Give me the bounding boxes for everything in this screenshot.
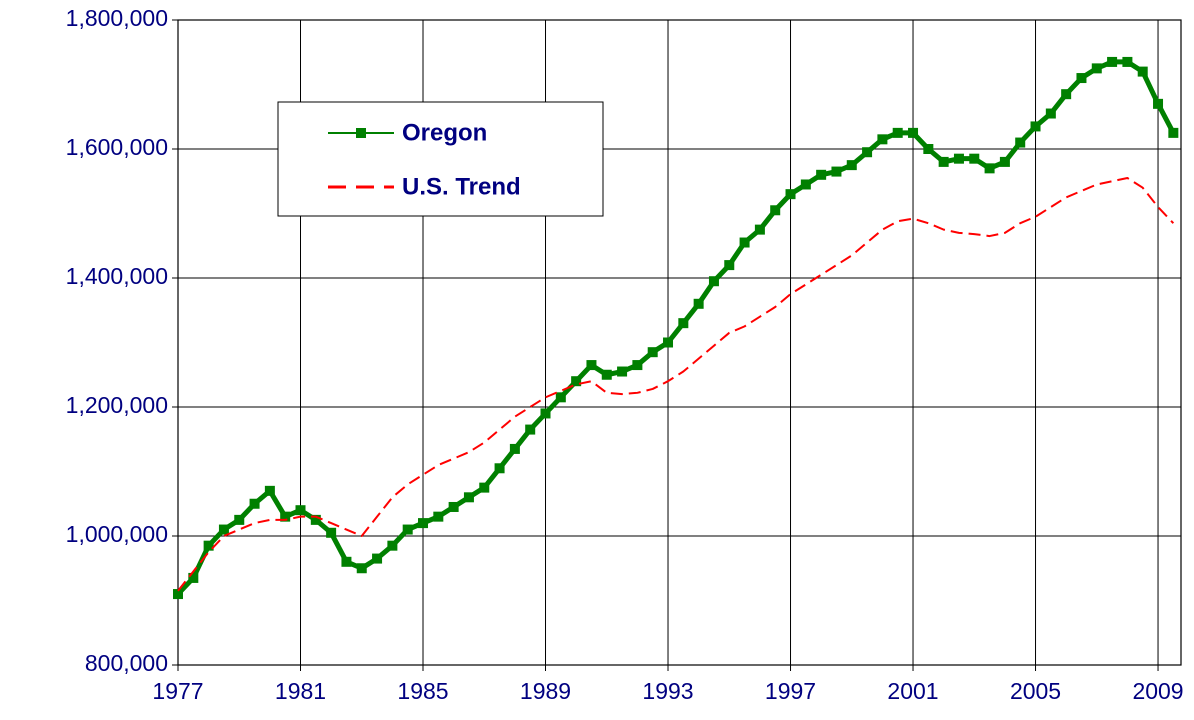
point-marker bbox=[326, 527, 337, 538]
point-marker bbox=[632, 360, 643, 371]
point-marker bbox=[739, 237, 750, 248]
y-tick-label: 1,000,000 bbox=[66, 521, 168, 547]
point-marker bbox=[218, 524, 229, 535]
point-marker bbox=[1122, 56, 1133, 67]
point-marker bbox=[1045, 108, 1056, 119]
y-tick-label: 1,200,000 bbox=[66, 392, 168, 418]
point-marker bbox=[923, 144, 934, 154]
legend-box bbox=[277, 101, 604, 217]
point-marker bbox=[341, 556, 352, 567]
point-marker bbox=[188, 572, 199, 583]
point-marker bbox=[203, 540, 214, 551]
y-tick-label: 1,800,000 bbox=[66, 5, 168, 31]
x-tick-label: 2009 bbox=[1132, 678, 1183, 704]
y-tick-label: 1,400,000 bbox=[66, 263, 168, 289]
point-marker bbox=[831, 166, 842, 177]
x-tick-label: 1981 bbox=[275, 678, 326, 704]
point-marker bbox=[1076, 73, 1087, 84]
point-marker bbox=[1107, 56, 1118, 67]
point-marker bbox=[877, 134, 888, 145]
point-marker bbox=[249, 498, 260, 509]
point-marker bbox=[969, 153, 980, 164]
point-marker bbox=[816, 169, 827, 180]
x-tick-label: 1993 bbox=[642, 678, 693, 704]
point-marker bbox=[295, 505, 306, 516]
point-marker bbox=[708, 276, 719, 287]
point-marker bbox=[1137, 66, 1148, 77]
point-marker bbox=[617, 366, 628, 377]
point-marker bbox=[999, 156, 1010, 167]
point-marker bbox=[586, 360, 597, 371]
series-line bbox=[177, 177, 1175, 592]
y-tick-label: 800,000 bbox=[85, 650, 168, 676]
point-marker bbox=[479, 482, 490, 493]
legend-marker bbox=[356, 128, 366, 138]
point-marker bbox=[540, 408, 551, 419]
point-marker bbox=[1153, 98, 1164, 109]
point-marker bbox=[1168, 127, 1179, 138]
point-marker bbox=[846, 160, 857, 171]
point-marker bbox=[418, 518, 429, 529]
x-tick-label: 1989 bbox=[520, 678, 571, 704]
y-tick-label: 1,600,000 bbox=[66, 134, 168, 160]
point-marker bbox=[402, 524, 413, 535]
point-marker bbox=[984, 163, 995, 174]
point-marker bbox=[1091, 63, 1102, 74]
point-marker bbox=[908, 127, 919, 138]
point-marker bbox=[463, 492, 474, 503]
point-marker bbox=[754, 224, 765, 235]
point-marker bbox=[433, 511, 444, 522]
point-marker bbox=[1015, 137, 1026, 148]
point-marker bbox=[555, 392, 566, 403]
point-marker bbox=[678, 318, 689, 329]
point-marker bbox=[785, 189, 796, 200]
point-marker bbox=[601, 369, 612, 380]
point-marker bbox=[264, 485, 275, 496]
point-marker bbox=[892, 127, 903, 138]
point-marker bbox=[571, 376, 582, 387]
legend-label: U.S. Trend bbox=[402, 173, 521, 200]
plot-border bbox=[177, 19, 1182, 666]
x-tick-label: 1985 bbox=[397, 678, 448, 704]
legend-label: Oregon bbox=[402, 119, 487, 146]
point-marker bbox=[525, 424, 536, 435]
point-marker bbox=[234, 514, 245, 525]
point-marker bbox=[953, 153, 964, 164]
point-marker bbox=[663, 337, 674, 348]
point-marker bbox=[310, 514, 321, 525]
point-marker bbox=[800, 179, 811, 190]
point-marker bbox=[647, 347, 658, 358]
point-marker bbox=[448, 501, 459, 512]
point-marker bbox=[1030, 121, 1041, 132]
point-marker bbox=[280, 511, 291, 522]
point-marker bbox=[724, 260, 735, 271]
point-marker bbox=[387, 540, 398, 551]
point-marker bbox=[173, 589, 183, 600]
point-marker bbox=[372, 553, 383, 564]
point-marker bbox=[938, 156, 949, 167]
point-marker bbox=[356, 563, 367, 574]
point-marker bbox=[509, 443, 520, 454]
point-marker bbox=[862, 147, 873, 158]
x-tick-label: 1997 bbox=[765, 678, 816, 704]
x-tick-label: 2001 bbox=[887, 678, 938, 704]
x-tick-label: 2005 bbox=[1010, 678, 1061, 704]
point-marker bbox=[494, 463, 505, 474]
point-marker bbox=[770, 205, 781, 216]
point-marker bbox=[693, 298, 704, 309]
x-tick-label: 1977 bbox=[152, 678, 203, 704]
point-marker bbox=[1061, 89, 1072, 100]
